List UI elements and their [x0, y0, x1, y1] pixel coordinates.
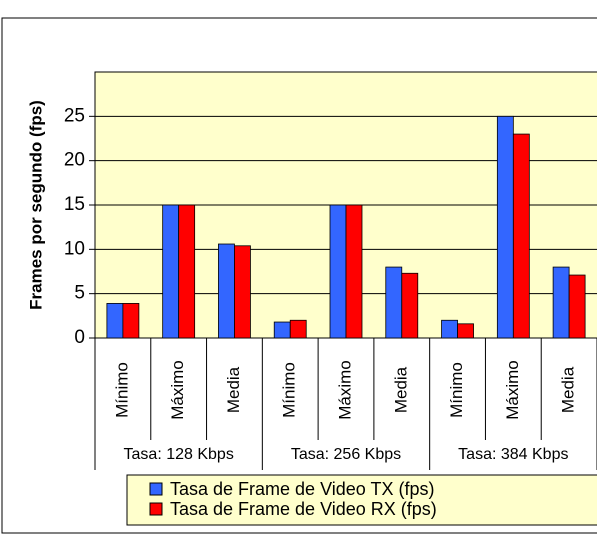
- x-tick-label: Mínimo: [280, 362, 299, 418]
- bar: [552, 266, 570, 339]
- legend-swatch: [149, 482, 163, 496]
- y-tick-label: 15: [64, 194, 85, 215]
- bar: [122, 303, 140, 339]
- x-tick-label: Media: [391, 366, 410, 413]
- group-label: Tasa: 128 Kbps: [124, 446, 234, 463]
- y-tick-label: 20: [64, 150, 85, 171]
- bar: [218, 243, 235, 339]
- y-tick-label: 0: [74, 327, 85, 348]
- x-tick-label: Mínimo: [447, 362, 466, 418]
- bar: [385, 266, 403, 339]
- bar: [162, 204, 180, 339]
- x-tick-label: Máximo: [168, 360, 187, 420]
- bar: [289, 319, 307, 339]
- bar: [106, 303, 124, 339]
- bar: [496, 115, 514, 339]
- bar: [512, 133, 530, 339]
- y-tick-label: 25: [64, 105, 85, 126]
- x-tick-label: Máximo: [335, 360, 354, 420]
- bar: [234, 245, 251, 339]
- bar: [568, 274, 586, 339]
- x-tick-label: Máximo: [503, 360, 522, 420]
- bar: [457, 323, 474, 339]
- legend-label: Tasa de Frame de Video RX (fps): [170, 499, 437, 519]
- y-tick-label: 10: [64, 238, 85, 259]
- x-tick-label: Media: [224, 366, 243, 413]
- x-tick-label: Media: [559, 366, 578, 413]
- bar: [329, 204, 347, 339]
- legend-label: Tasa de Frame de Video TX (fps): [170, 479, 434, 499]
- legend-swatch: [149, 502, 163, 516]
- bar: [178, 204, 196, 339]
- bar: [273, 321, 291, 339]
- legend: [126, 474, 597, 526]
- x-tick-label: Mínimo: [112, 362, 131, 418]
- y-tick-label: 5: [74, 283, 85, 304]
- bar: [401, 272, 419, 339]
- bar: [345, 204, 363, 339]
- bar: [441, 319, 458, 339]
- group-label: Tasa: 384 Kbps: [458, 446, 568, 463]
- group-label: Tasa: 256 Kbps: [291, 446, 401, 463]
- y-axis-label: Frames por segundo (fps): [26, 100, 45, 310]
